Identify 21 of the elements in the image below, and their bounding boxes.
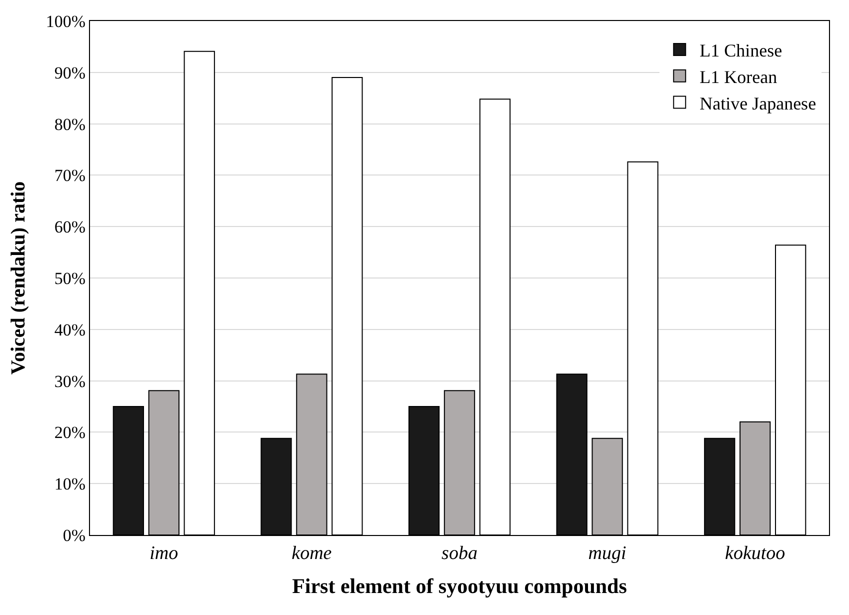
y-tick-label: 20% [54,423,86,442]
legend-label: L1 Korean [700,66,778,87]
y-tick-label: 40% [54,320,86,340]
y-tick-label: 30% [54,372,86,391]
x-tick-label: mugi [588,542,626,564]
x-tick-label: kome [292,542,332,564]
y-tick-label: 90% [54,63,86,82]
legend-label: L1 Chinese [700,40,782,60]
y-tick-label: 0% [62,526,86,545]
x-tick-label: imo [150,542,178,564]
y-tick-label: 60% [54,218,86,237]
x-axis-title: First element of syootyuu compounds [292,574,627,598]
legend-label: Native Japanese [700,93,816,114]
x-tick-label: soba [442,542,478,564]
y-tick-label: 70% [54,166,86,186]
y-tick-label: 10% [54,474,86,494]
x-tick-label: kokutoo [725,542,786,564]
y-tick-label: 80% [54,114,86,134]
y-axis-title: Voiced (rendaku) ratio [7,181,30,375]
y-tick-label: 50% [54,268,86,288]
y-tick-label: 100% [46,12,86,31]
